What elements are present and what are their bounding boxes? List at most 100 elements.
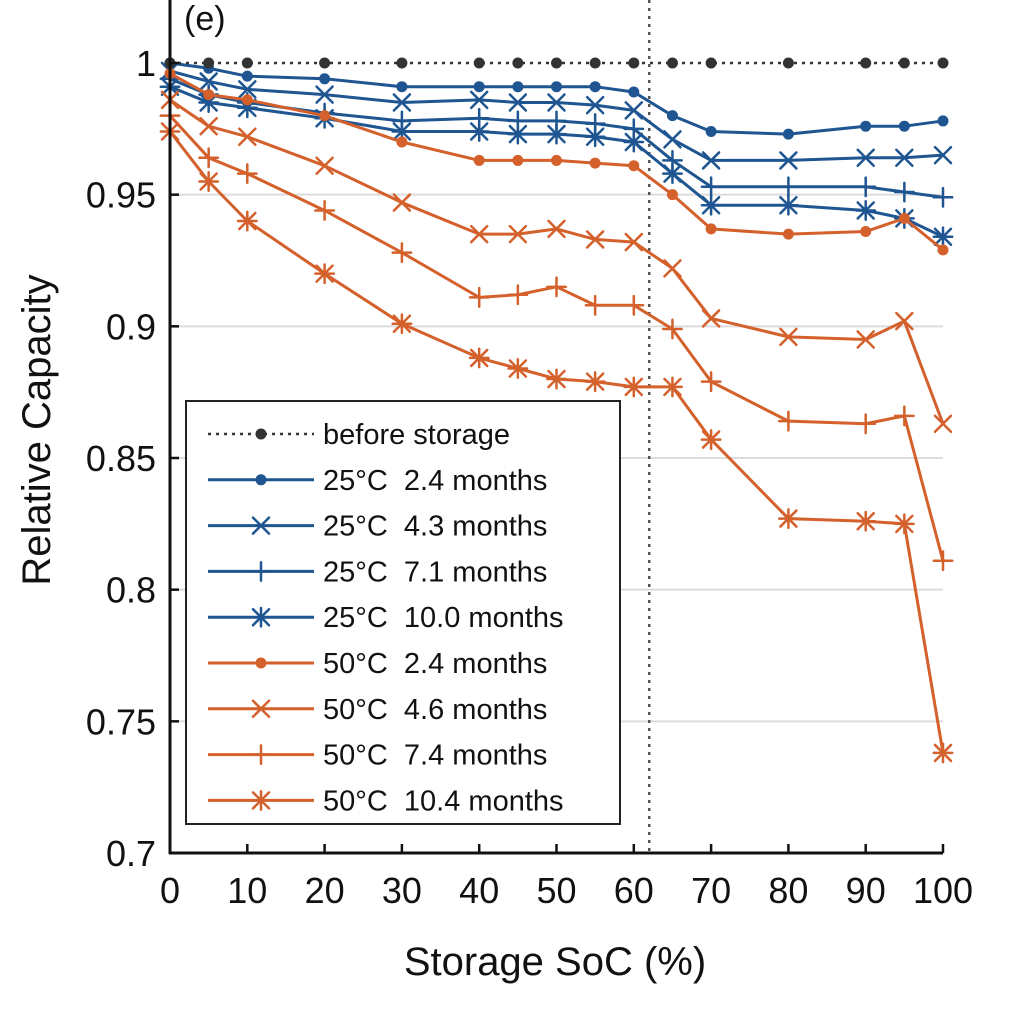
legend-label-6: 50°C 4.6 months [323,694,547,726]
series-7-point-8 [584,294,606,316]
legend-marker-8 [250,789,272,811]
legend-entry-7: 50°C 7.4 months [208,740,547,772]
series-7-point-5 [468,286,490,308]
series-1-point-12 [782,128,794,140]
series-8-point-11 [700,429,722,451]
y-axis-title: Relative Capacity [15,274,59,585]
series-2-point-10 [663,130,682,149]
series-5-point-15 [937,244,949,256]
series-5-point-11 [705,223,717,235]
legend-marker-5 [255,657,267,669]
series-0-point-11 [705,57,717,69]
series-3-point-14 [893,181,915,203]
series-8-point-2 [236,210,258,232]
series-1-point-3 [319,73,331,85]
series-7-point-6 [507,284,529,306]
x-tick-label-7: 70 [691,870,731,911]
y-tick-label-1: 0.75 [86,701,156,742]
series-0-point-15 [937,57,949,69]
series-0-point-8 [589,57,601,69]
series-1-point-9 [628,86,640,98]
series-7-point-3 [314,200,336,221]
y-tick-label-0: 0.7 [106,833,156,874]
series-0-point-7 [551,57,562,69]
series-4-point-9 [623,131,645,153]
legend-label-4: 25°C 10.0 months [323,602,564,634]
series-7-point-13 [855,413,877,435]
legend-entry-5: 50°C 2.4 months [208,648,547,680]
series-0-point-12 [782,57,794,69]
series-5-point-5 [473,154,485,166]
series-4-point-6 [507,123,529,145]
series-7-point-14 [893,405,915,427]
x-tick-label-9: 90 [846,870,886,911]
series-6-point-7 [547,219,566,239]
series-3-point-13 [855,176,877,198]
series-8-point-3 [314,263,336,285]
series-6-point-8 [585,230,605,249]
series-5-point-1 [203,89,215,101]
series-6-point-5 [469,224,489,244]
legend-label-2: 25°C 4.3 months [323,511,547,543]
series-8-point-14 [893,513,915,535]
series-8-point-4 [391,313,413,335]
series-4 [159,76,954,248]
series-0-point-4 [396,57,408,69]
series-4-point-11 [700,194,722,216]
series-7-point-12 [777,410,799,432]
legend-entry-0: before storage [208,419,510,451]
series-1-point-11 [705,125,717,137]
x-tick-label-8: 80 [768,870,808,911]
series-3-point-15 [932,186,954,208]
series-6-point-4 [392,193,412,212]
legend-marker-3 [250,560,272,582]
series-2-point-3 [315,85,334,104]
legend-label-8: 50°C 10.4 months [323,785,564,817]
series-8 [159,121,954,764]
series-5-point-3 [319,110,331,122]
series-1-point-15 [937,115,949,127]
x-tick-label-2: 20 [305,870,345,911]
series-0-point-5 [473,57,485,69]
series-0-point-1 [203,57,215,69]
series-7-point-7 [546,276,567,298]
legend: before storage 25°C 2.4 months 25°C 4.3 mo… [185,400,621,825]
x-tick-label-0: 0 [160,870,180,911]
series-5-point-13 [860,226,872,238]
legend-label-1: 25°C 2.4 months [323,465,547,497]
series-1-point-13 [860,120,872,132]
series-1-point-5 [473,81,485,93]
series-2-point-14 [895,148,914,168]
series-8-point-8 [584,371,606,393]
series-4-point-15 [932,226,954,248]
legend-marker-2 [251,516,271,535]
x-tick-label-1: 10 [227,870,267,911]
series-1-point-4 [396,81,408,93]
legend-marker-6 [251,699,271,719]
series-2-point-5 [469,90,489,110]
series-0 [164,57,949,69]
series-1-point-10 [666,110,678,122]
series-8-point-12 [777,508,799,530]
series-2-point-12 [779,151,798,170]
series-5-line [169,72,944,252]
series-8-point-15 [932,742,954,764]
series-2-point-8 [585,95,605,115]
x-tick-label-4: 40 [459,870,499,911]
legend-entry-1: 25°C 2.4 months [208,465,547,497]
legend-label-3: 25°C 7.1 months [323,556,547,588]
series-6-point-11 [701,309,721,328]
legend-entry-4: 25°C 10.0 months [208,602,564,634]
series-7-point-4 [391,242,413,264]
series-5-point-8 [589,157,601,169]
series-8-point-5 [468,347,490,369]
series-7-point-1 [198,147,220,169]
series-1-point-6 [512,81,524,93]
series-group [159,57,954,764]
panel-label: (e) [184,0,226,38]
series-2-point-9 [624,101,644,120]
series-5-point-2 [241,94,253,106]
series-8-point-7 [546,368,567,390]
series-6-point-6 [508,224,528,244]
